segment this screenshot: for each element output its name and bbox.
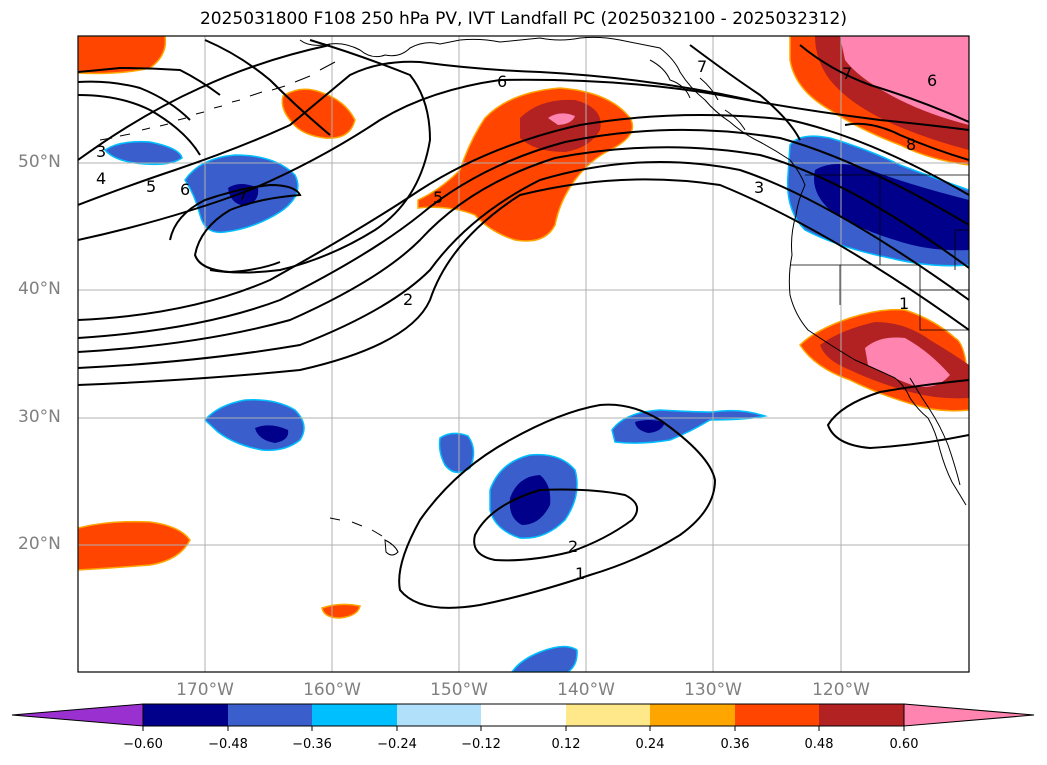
shade-negative-subtropical-w-core: [255, 425, 289, 443]
contour-high-2: [78, 44, 331, 161]
alaska-inlets: [649, 59, 746, 131]
shade-positive-small-160w: [321, 603, 361, 619]
longitude-label: 170°W: [176, 680, 234, 700]
contour-ne-pink: [799, 44, 969, 123]
longitude-label: 150°W: [430, 680, 488, 700]
contour-label: 6: [927, 71, 937, 90]
contour-mid-3: [78, 78, 969, 241]
shade-negative-small-152w: [438, 432, 475, 474]
contour-west-high-2: [78, 80, 191, 121]
colorbar-tick-label: 0.24: [635, 737, 665, 752]
colorbar: [11, 703, 1035, 731]
colorbar-tick-label: 0.48: [804, 737, 834, 752]
longitude-label: 140°W: [557, 680, 615, 700]
shade-positive-socal-peak: [865, 337, 950, 388]
contour-label-group: 6 7 7 6 8 3 3 4 5 6 7 5 2 1 2 1: [96, 57, 937, 583]
latitude-label: 40°N: [18, 279, 61, 299]
contour-label: 1: [899, 294, 909, 313]
gridlines: [78, 36, 969, 672]
contour-label: 5: [146, 177, 156, 196]
contour-label: 6: [497, 72, 507, 91]
contour-low-1: [78, 178, 969, 386]
shade-positive-aleutian: [281, 88, 356, 139]
contour-mid-1: [78, 128, 969, 339]
shade-positive-gulf-alaska-peak: [548, 113, 575, 125]
colorbar-tick-label: −0.60: [123, 737, 163, 752]
contour-label: 7: [238, 185, 248, 204]
contour-ne-8: [844, 122, 969, 161]
contour-subtropical-1: [398, 403, 717, 609]
contour-label: 6: [180, 180, 190, 199]
colorbar-tick-label: −0.36: [292, 737, 332, 752]
latitude-label: 50°N: [18, 152, 61, 172]
shade-negative-south-143w: [511, 645, 578, 672]
shade-positive-sw: [78, 520, 191, 571]
latitude-label: 20°N: [18, 534, 61, 554]
colorbar-bin: [228, 704, 312, 726]
colorbar-extend-max: [903, 703, 1035, 727]
shade-negative-145w-core: [509, 475, 551, 525]
map-frame: [77, 35, 970, 673]
latitude-label: 30°N: [18, 407, 61, 427]
colorbar-bin: [481, 704, 566, 726]
contour-mid-2: [78, 114, 969, 321]
shade-positive-gulf-alaska: [417, 87, 634, 242]
colorbar-bin: [819, 704, 904, 726]
contour-label: 1: [575, 564, 585, 583]
longitude-label: 160°W: [303, 680, 361, 700]
colorbar-outline: [142, 703, 905, 727]
contour-west-high: [78, 66, 221, 96]
colorbar-tick-label: −0.48: [208, 737, 248, 752]
colorbar-tick-label: 0.12: [551, 737, 581, 752]
shading-layer: [78, 36, 969, 672]
longitude-label: 120°W: [812, 680, 870, 700]
contour-label: 3: [96, 142, 106, 161]
contour-label: 2: [403, 290, 413, 309]
shade-negative-pacific-nw-core: [814, 164, 969, 251]
colorbar-bin: [143, 704, 228, 726]
map-title: 2025031800 F108 250 hPa PV, IVT Landfall…: [199, 9, 847, 29]
colorbar-bin: [312, 704, 397, 726]
contour-label: 8: [906, 135, 916, 154]
hawaii-islands: [329, 517, 399, 556]
pv-contours: [78, 39, 969, 609]
colorbar-bin: [397, 704, 481, 726]
shade-negative-135w-core: [635, 420, 665, 433]
shade-negative-135w: [611, 409, 768, 444]
colorbar-extend-min: [11, 703, 144, 727]
contour-label: 7: [842, 64, 852, 83]
contour-low-3: [78, 146, 969, 353]
contour-label: 7: [697, 57, 707, 76]
contour-ne-right: [689, 44, 801, 141]
shade-positive-ne-peak: [840, 36, 969, 125]
colorbar-bin: [735, 704, 819, 726]
contour-west-high-3: [78, 94, 201, 156]
map-plot-area: 6 7 7 6 8 3 3 4 5 6 7 5 2 1 2 1: [78, 36, 969, 672]
contour-socal-loop: [826, 379, 969, 450]
political-borders: [790, 174, 969, 331]
colorbar-tick-label: −0.24: [377, 737, 417, 752]
colorbar-tick-label: 0.60: [889, 737, 919, 752]
colorbar-tick-label: 0.36: [720, 737, 750, 752]
shade-negative-west-aleutian: [103, 140, 183, 166]
west-coast: [788, 159, 967, 506]
colorbar-bin: [650, 704, 735, 726]
contour-label: 3: [754, 178, 764, 197]
contour-label: 4: [96, 169, 106, 188]
contour-label: 2: [568, 537, 578, 556]
contour-subtropical-2: [473, 488, 639, 562]
contour-north-7: [209, 39, 432, 274]
contour-low-2: [78, 161, 969, 369]
baja-coast: [909, 377, 961, 486]
colorbar-bin: [566, 704, 650, 726]
contour-high-1: [78, 60, 751, 206]
shade-negative-subtropical-w: [203, 398, 305, 452]
contour-upper-ridge: [204, 39, 331, 136]
contour-label: 5: [433, 188, 443, 207]
colorbar-tick-label: −0.12: [461, 737, 501, 752]
longitude-label: 130°W: [684, 680, 742, 700]
